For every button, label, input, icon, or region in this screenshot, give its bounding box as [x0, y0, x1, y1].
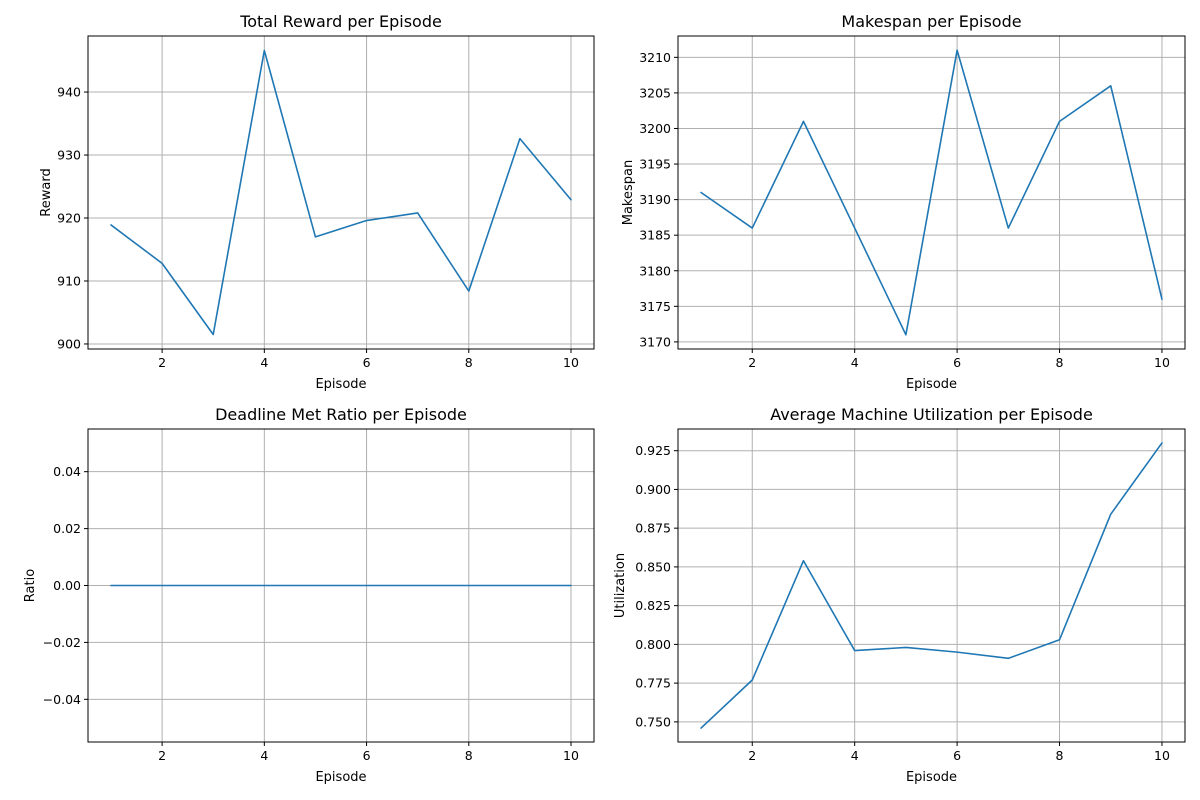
plot-frame	[87, 35, 595, 350]
y-axis-label: Utilization	[613, 553, 628, 618]
x-tick-label: 2	[158, 355, 166, 370]
y-tick-label: 3210	[639, 50, 671, 65]
x-axis-label: Episode	[906, 377, 957, 392]
y-axis-label: Ratio	[23, 569, 38, 602]
y-axis-label: Makespan	[621, 160, 636, 225]
y-tick-label: 0.875	[635, 521, 671, 536]
grid	[678, 429, 1185, 742]
plot-frame	[677, 428, 1186, 743]
y-tick-label: 900	[57, 336, 81, 351]
y-tick-label: 930	[57, 148, 81, 163]
x-axis-label: Episode	[315, 377, 366, 392]
subplot-total-reward: 2 4 6 8 10 900 910 920 930 940 Total Reward per E…	[39, 12, 595, 392]
x-tick-label: 2	[158, 748, 166, 763]
y-tick-label: 0.02	[53, 521, 81, 536]
x-tick-label: 10	[1154, 748, 1170, 763]
subplot-makespan: 2 4 6 8 10 3170 3175 3180 3185 3190 3195 3200 3205 32…	[621, 12, 1186, 392]
ticks: 2 4 6 8 10 3170 3175 3180 3185 3190 3195 3200 3205 32…	[639, 50, 1170, 370]
chart-title: Makespan per Episode	[841, 12, 1021, 31]
y-tick-label: 3200	[639, 121, 671, 136]
x-tick-label: 8	[1056, 748, 1064, 763]
ticks: 2 4 6 8 10 900 910 920 930 940	[57, 85, 579, 370]
x-tick-label: 6	[953, 748, 961, 763]
series-line	[110, 49, 572, 336]
x-tick-label: 4	[851, 355, 859, 370]
x-tick-label: 6	[363, 748, 371, 763]
chart-title: Deadline Met Ratio per Episode	[215, 405, 467, 424]
ticks: 2 4 6 8 10 0.750 0.775 0.800 0.825 0.850 0.875 0.90…	[635, 443, 1170, 763]
x-tick-label: 6	[953, 355, 961, 370]
plot-frame	[677, 35, 1186, 350]
y-tick-label: 0.800	[635, 637, 671, 652]
y-tick-label: 0.825	[635, 598, 671, 613]
y-tick-label: 0.775	[635, 676, 671, 691]
y-tick-label: 3185	[639, 228, 671, 243]
x-tick-label: 2	[748, 355, 756, 370]
y-tick-label: 3180	[639, 263, 671, 278]
y-tick-label: 3175	[639, 299, 671, 314]
x-tick-label: 10	[563, 355, 579, 370]
x-tick-label: 6	[363, 355, 371, 370]
y-tick-label: 0.925	[635, 443, 671, 458]
subplot-utilization: 2 4 6 8 10 0.750 0.775 0.800 0.825 0.850 0.875 0.90…	[613, 405, 1186, 785]
y-axis-label: Reward	[39, 168, 54, 216]
y-tick-label: 910	[57, 273, 81, 288]
grid	[678, 36, 1185, 349]
x-tick-label: 8	[465, 748, 473, 763]
x-axis-label: Episode	[315, 770, 366, 785]
y-tick-label: −0.04	[43, 692, 81, 707]
y-tick-label: 0.04	[53, 464, 81, 479]
ticks: 2 4 6 8 10 −0.04 −0.02 0.00 0.02 0.04	[43, 464, 579, 763]
y-tick-label: 920	[57, 211, 81, 226]
x-tick-label: 10	[563, 748, 579, 763]
x-tick-label: 10	[1154, 355, 1170, 370]
chart-title: Average Machine Utilization per Episode	[770, 405, 1093, 424]
chart-title: Total Reward per Episode	[239, 12, 442, 31]
y-tick-label: 0.00	[53, 578, 81, 593]
y-tick-label: 940	[57, 85, 81, 100]
y-tick-label: 0.850	[635, 559, 671, 574]
x-tick-label: 8	[1056, 355, 1064, 370]
x-tick-label: 8	[465, 355, 473, 370]
x-axis-label: Episode	[906, 770, 957, 785]
x-tick-label: 4	[851, 748, 859, 763]
y-tick-label: 3195	[639, 157, 671, 172]
y-tick-label: 3170	[639, 334, 671, 349]
series-line	[700, 49, 1163, 336]
subplot-deadline-ratio: 2 4 6 8 10 −0.04 −0.02 0.00 0.02 0.04 Deadline Me…	[23, 405, 595, 785]
x-tick-label: 2	[748, 748, 756, 763]
series-line	[700, 442, 1163, 729]
x-tick-label: 4	[260, 355, 268, 370]
y-tick-label: 3205	[639, 85, 671, 100]
y-tick-label: 3190	[639, 192, 671, 207]
y-tick-label: −0.02	[43, 635, 81, 650]
x-tick-label: 4	[260, 748, 268, 763]
y-tick-label: 0.750	[635, 714, 671, 729]
y-tick-label: 0.900	[635, 482, 671, 497]
grid	[88, 36, 594, 349]
